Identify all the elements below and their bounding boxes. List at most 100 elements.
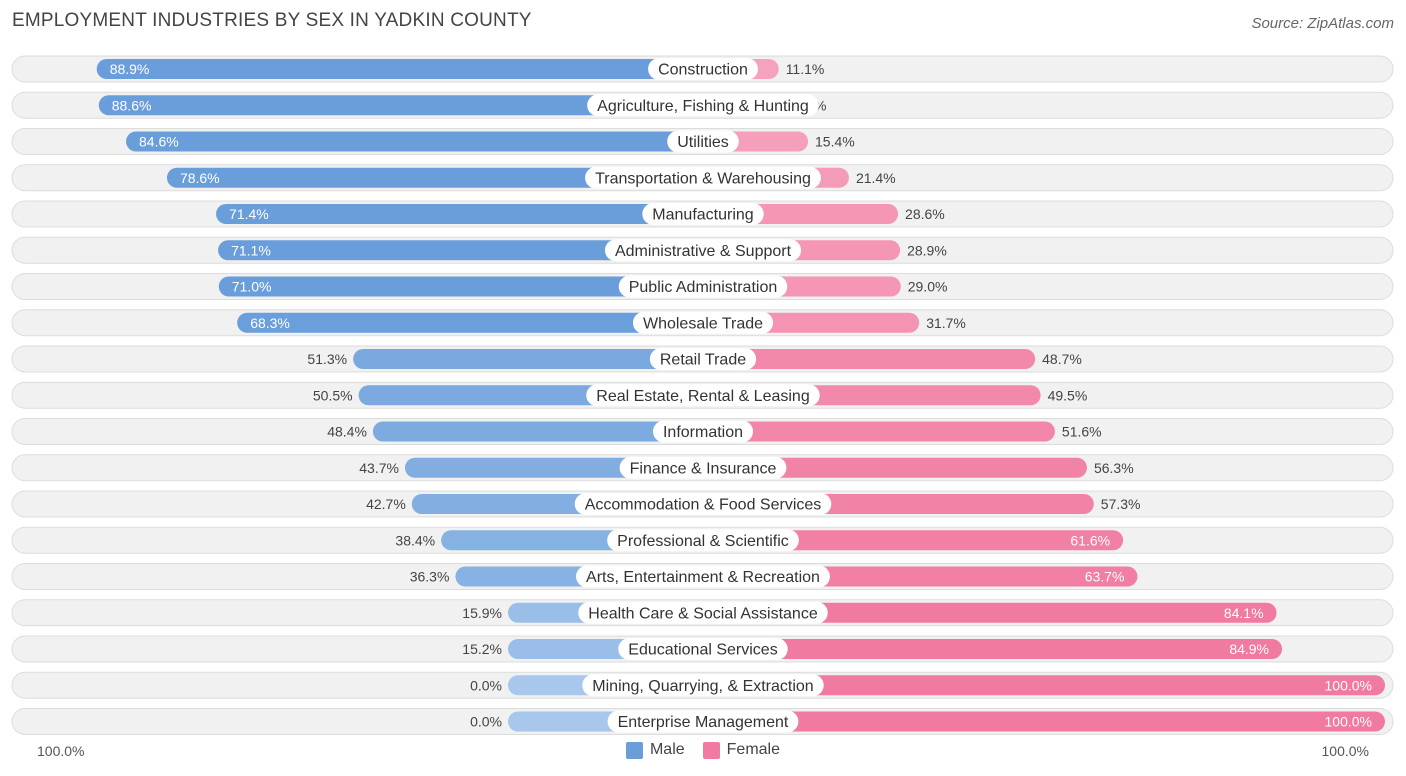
bar-male (353, 349, 703, 369)
bar-male (98, 95, 704, 116)
legend-item-male: Male (625, 741, 685, 759)
label-female: 100.0% (1325, 677, 1372, 693)
legend-swatch-male (625, 741, 643, 759)
category-pill: Health Care & Social Assistance (578, 601, 828, 624)
category-label: Health Care & Social Assistance (588, 605, 818, 622)
category-pill-bg (619, 456, 787, 479)
category-pill-bg (642, 203, 764, 225)
bar-male (126, 131, 703, 152)
label-male: 15.9% (462, 605, 502, 621)
category-label: Real Estate, Rental & Leasing (596, 388, 809, 405)
chart-area: 88.9% 11.1% Construction 88.6%11.4%Agricult… (11, 55, 1394, 735)
label-male: 78.6% (180, 170, 220, 186)
label-male: 38.4% (395, 532, 435, 548)
category-label: Administrative & Support (615, 243, 792, 260)
category-label: Transportation & Warehousing (595, 170, 811, 187)
category-label: Utilities (677, 134, 729, 151)
category-pill-bg (618, 638, 788, 660)
category-pill-bg (604, 239, 802, 262)
bar-row: 71.4% 28.6% Manufacturing (11, 200, 1394, 228)
category-pill: Enterprise Management (607, 710, 799, 733)
label-male: 43.7% (359, 460, 399, 476)
label-female: 21.4% (856, 170, 896, 186)
source-label: Source: ZipAtlas.com (1251, 15, 1394, 32)
category-pill: Mining, Quarrying, & Extraction (582, 674, 824, 697)
bar-row: 15.2% 84.9% Educational Services (11, 635, 1394, 663)
category-pill-bg (652, 420, 754, 443)
category-pill: Information (652, 420, 754, 443)
legend-item-female: Female (702, 741, 780, 759)
label-female: 57.3% (1101, 496, 1141, 512)
bar-row: 51.3% 48.7% Retail Trade (11, 345, 1394, 373)
category-label: Retail Trade (660, 352, 746, 369)
bar-female (703, 639, 1283, 659)
category-label: Mining, Quarrying, & Extraction (592, 678, 813, 695)
category-pill: Finance & Insurance (619, 456, 787, 479)
category-pill: Wholesale Trade (632, 311, 774, 334)
category-pill-bg (648, 58, 758, 80)
category-label: Finance & Insurance (630, 460, 777, 477)
category-pill: Agriculture, Fishing & Hunting (587, 94, 819, 117)
category-pill: Professional & Scientific (607, 529, 799, 552)
bar-row: 36.3% 63.7% Arts, Entertainment & Recreati… (11, 563, 1394, 590)
category-pill-bg (649, 348, 757, 370)
bar-male (218, 240, 703, 261)
bar-row: 43.7% 56.3% Finance & Insurance (11, 454, 1394, 482)
bar-row: 71.0% 29.0% Public Administration (11, 273, 1394, 300)
category-pill-bg (607, 529, 799, 552)
label-female: 11.1% (786, 61, 825, 77)
category-pill: Accommodation & Food Services (574, 493, 832, 515)
label-male: 71.4% (229, 206, 269, 222)
category-label: Wholesale Trade (643, 315, 763, 332)
category-pill: Transportation & Warehousing (585, 166, 821, 189)
bar-row: 0.0% 100.0% Mining, Quarrying, & Extractio… (11, 671, 1394, 699)
axis-right-label: 100.0% (1321, 743, 1369, 759)
label-male: 42.7% (366, 496, 406, 512)
label-female: 56.3% (1094, 460, 1134, 476)
label-male: 15.2% (462, 641, 502, 657)
bar-row: 78.6% 21.4% Transportation & Warehousing (11, 164, 1394, 192)
category-label: Educational Services (628, 642, 777, 659)
bar-female (703, 711, 1385, 732)
category-pill: Real Estate, Rental & Leasing (586, 384, 820, 407)
legend-label-male: Male (649, 741, 685, 758)
label-female: 63.7% (1085, 569, 1125, 585)
category-label: Information (663, 424, 743, 441)
category-pill: Construction (648, 58, 758, 80)
axis-left-label: 100.0% (37, 743, 85, 759)
label-female: 51.6% (1062, 424, 1102, 440)
category-label: Public Administration (629, 279, 778, 296)
category-pill: Educational Services (618, 638, 788, 660)
label-male: 68.3% (250, 315, 290, 331)
bar-female (703, 675, 1385, 696)
category-pill: Utilities (667, 130, 739, 153)
bar-row: 88.6%11.4%Agriculture, Fishing & Hunting (11, 91, 1394, 119)
category-pill-bg (585, 166, 821, 189)
label-male: 71.1% (231, 242, 271, 258)
category-pill: Retail Trade (649, 348, 757, 370)
bar-row: 38.4% 61.6% Professional & Scientific (11, 526, 1394, 554)
bar-row: 68.3% 31.7% Wholesale Trade (11, 309, 1394, 337)
category-pill-bg (576, 565, 830, 588)
bar-male (216, 204, 703, 224)
category-pill-bg (618, 275, 788, 298)
category-pill-bg (586, 384, 820, 407)
label-female: 84.1% (1224, 605, 1264, 621)
bar-row: 71.1% 28.9% Administrative & Support (11, 236, 1394, 264)
label-male: 88.9% (110, 61, 150, 77)
category-label: Enterprise Management (618, 714, 789, 731)
category-label: Construction (658, 62, 748, 79)
label-female: 29.0% (908, 279, 948, 295)
label-male: 0.0% (470, 714, 502, 730)
label-male: 51.3% (307, 351, 347, 367)
label-female: 61.6% (1070, 532, 1110, 548)
label-female: 84.9% (1229, 641, 1269, 657)
label-male: 71.0% (232, 279, 272, 295)
bar-male (372, 421, 703, 442)
bar-female (703, 530, 1124, 551)
category-label: Manufacturing (652, 207, 753, 224)
bar-row: 15.9% 84.1% Health Care & Social Assistanc… (11, 599, 1394, 627)
bar-row: 42.7% 57.3% Accommodation & Food Services (11, 490, 1394, 518)
bar-male (166, 167, 703, 188)
bar-row: 0.0% 100.0% Enterprise Management (11, 708, 1394, 735)
